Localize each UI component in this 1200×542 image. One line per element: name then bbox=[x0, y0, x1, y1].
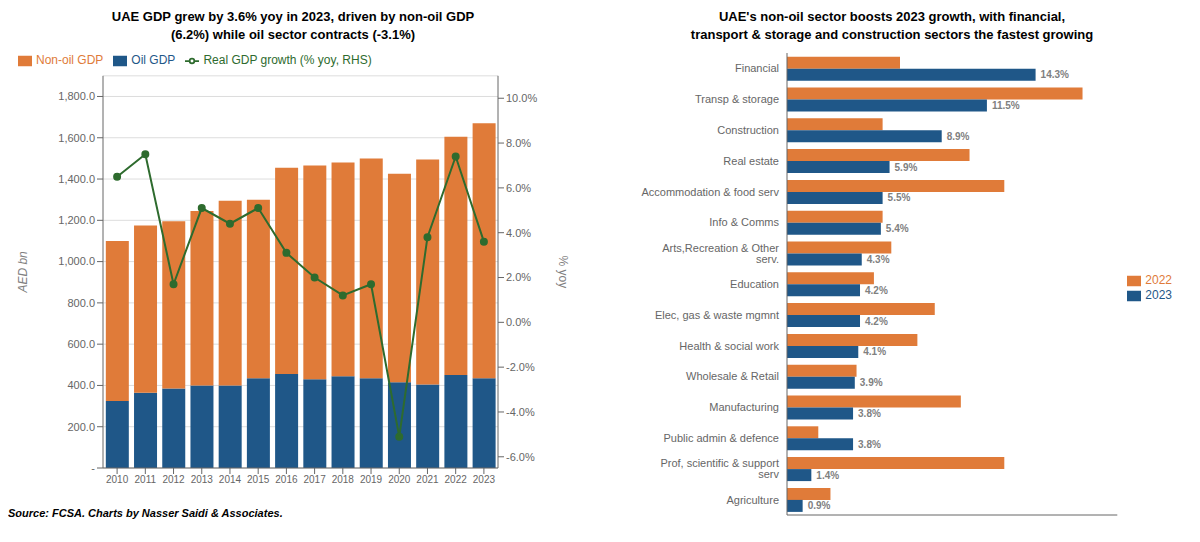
svg-text:2.0%: 2.0% bbox=[506, 271, 531, 283]
svg-text:2021: 2021 bbox=[416, 474, 439, 485]
svg-text:1,200.0: 1,200.0 bbox=[58, 214, 95, 226]
svg-text:1,600.0: 1,600.0 bbox=[58, 132, 95, 144]
svg-text:2014: 2014 bbox=[219, 474, 242, 485]
svg-text:1,400.0: 1,400.0 bbox=[58, 173, 95, 185]
svg-text:4.0%: 4.0% bbox=[506, 227, 531, 239]
svg-text:4.3%: 4.3% bbox=[867, 254, 890, 265]
html-text:UAE's non-oil sector boosts 20: UAE's non-oil sector boosts 2023 growth,… bbox=[690, 9, 1094, 42]
svg-text:1,800.0: 1,800.0 bbox=[58, 90, 95, 102]
svg-text:Agriculture: Agriculture bbox=[726, 494, 779, 506]
html-text:UAE GDP grew by 3.6% yoy in 20: UAE GDP grew by 3.6% yoy in 2023, driven… bbox=[111, 9, 475, 42]
svg-text:2015: 2015 bbox=[247, 474, 270, 485]
svg-text:2020: 2020 bbox=[388, 474, 411, 485]
html-text:2023: 2023 bbox=[1145, 288, 1172, 302]
html-text:2022: 2022 bbox=[1145, 273, 1172, 288]
svg-text:1.4%: 1.4% bbox=[816, 470, 839, 481]
svg-text:Financial: Financial bbox=[735, 62, 779, 74]
svg-text:600.0: 600.0 bbox=[67, 338, 95, 350]
html-text:Non-oil GDP: Non-oil GDP bbox=[36, 53, 104, 67]
svg-text:6.0%: 6.0% bbox=[506, 182, 531, 194]
svg-text:8.0%: 8.0% bbox=[506, 137, 531, 149]
svg-text:4.2%: 4.2% bbox=[865, 316, 888, 327]
svg-text:Prof, scientific & supportserv: Prof, scientific & supportserv bbox=[660, 457, 779, 480]
svg-text:-: - bbox=[91, 462, 95, 474]
svg-text:2012: 2012 bbox=[162, 474, 185, 485]
svg-text:2023: 2023 bbox=[473, 474, 496, 485]
svg-text:14.3%: 14.3% bbox=[1041, 69, 1069, 80]
svg-text:3.8%: 3.8% bbox=[858, 439, 881, 450]
svg-text:5.5%: 5.5% bbox=[888, 192, 911, 203]
svg-text:0.9%: 0.9% bbox=[808, 500, 831, 511]
svg-text:Construction: Construction bbox=[717, 124, 779, 136]
svg-text:2013: 2013 bbox=[191, 474, 214, 485]
svg-text:Wholesale & Retail: Wholesale & Retail bbox=[686, 370, 779, 382]
svg-text:2018: 2018 bbox=[332, 474, 355, 485]
svg-text:400.0: 400.0 bbox=[67, 379, 95, 391]
svg-text:10.0%: 10.0% bbox=[506, 92, 537, 104]
svg-text:Education: Education bbox=[730, 278, 779, 290]
svg-text:-2.0%: -2.0% bbox=[506, 361, 535, 373]
svg-text:2016: 2016 bbox=[275, 474, 298, 485]
svg-text:4.1%: 4.1% bbox=[863, 346, 886, 357]
svg-text:Info & Comms: Info & Comms bbox=[709, 216, 779, 228]
svg-text:Accommodation & food serv: Accommodation & food serv bbox=[641, 186, 779, 198]
svg-text:2019: 2019 bbox=[360, 474, 383, 485]
svg-text:5.4%: 5.4% bbox=[886, 223, 909, 234]
svg-text:Manufacturing: Manufacturing bbox=[709, 401, 779, 413]
svg-text:Public admin & defence: Public admin & defence bbox=[663, 432, 779, 444]
html-text:Oil GDP: Oil GDP bbox=[131, 53, 176, 67]
svg-text:2011: 2011 bbox=[135, 474, 157, 485]
html-text:Source: FCSA. Charts by Nasser: Source: FCSA. Charts by Nasser Saidi & A… bbox=[8, 507, 283, 519]
svg-text:-4.0%: -4.0% bbox=[506, 406, 535, 418]
svg-text:Real estate: Real estate bbox=[723, 155, 779, 167]
svg-text:11.5%: 11.5% bbox=[992, 100, 1020, 111]
svg-text:AED bn: AED bn bbox=[16, 251, 30, 294]
svg-text:8.9%: 8.9% bbox=[947, 131, 970, 142]
svg-text:3.9%: 3.9% bbox=[860, 377, 883, 388]
html-text:Real GDP growth (% yoy, RHS): Real GDP growth (% yoy, RHS) bbox=[203, 53, 372, 67]
svg-text:1,000.0: 1,000.0 bbox=[58, 255, 95, 267]
svg-text:2022: 2022 bbox=[445, 474, 468, 485]
svg-text:Elec, gas & waste mgmnt: Elec, gas & waste mgmnt bbox=[655, 309, 779, 321]
svg-text:2017: 2017 bbox=[303, 474, 326, 485]
svg-text:Health & social work: Health & social work bbox=[679, 340, 779, 352]
svg-text:Arts,Recreation & Otherserv.: Arts,Recreation & Otherserv. bbox=[662, 242, 779, 265]
svg-text:800.0: 800.0 bbox=[67, 297, 95, 309]
svg-text:5.9%: 5.9% bbox=[895, 162, 918, 173]
svg-text:0.0%: 0.0% bbox=[506, 316, 531, 328]
svg-text:4.2%: 4.2% bbox=[865, 285, 888, 296]
svg-text:% yoy: % yoy bbox=[556, 256, 570, 289]
svg-text:3.8%: 3.8% bbox=[858, 408, 881, 419]
svg-text:2010: 2010 bbox=[106, 474, 129, 485]
svg-text:-6.0%: -6.0% bbox=[506, 451, 535, 463]
svg-text:200.0: 200.0 bbox=[67, 421, 95, 433]
svg-text:Transp & storage: Transp & storage bbox=[695, 93, 779, 105]
